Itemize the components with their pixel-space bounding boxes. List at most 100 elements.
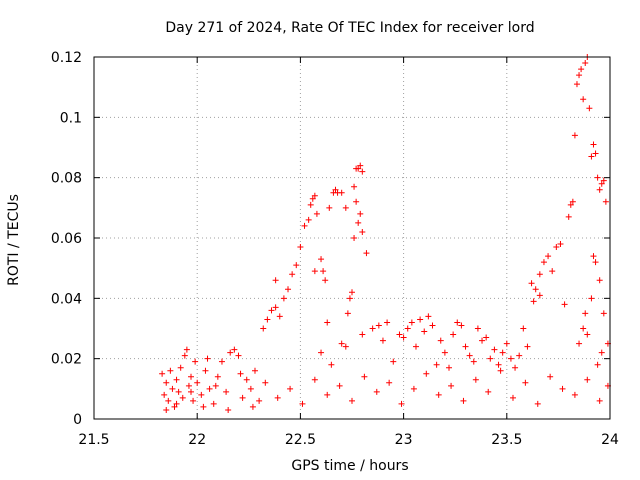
data-point (338, 189, 345, 196)
data-point (247, 385, 254, 392)
data-point (309, 195, 316, 202)
data-point (499, 349, 506, 356)
data-point (218, 358, 225, 365)
data-point (516, 352, 523, 359)
data-point (324, 391, 331, 398)
data-point (332, 186, 339, 193)
data-point (326, 204, 333, 211)
data-point (206, 385, 213, 392)
data-point (361, 373, 368, 380)
data-point (410, 385, 417, 392)
data-point (429, 322, 436, 329)
data-point (600, 310, 607, 317)
data-point (530, 298, 537, 305)
data-point (460, 397, 467, 404)
x-tick-label: 23.5 (491, 432, 522, 448)
data-point (586, 105, 593, 112)
data-point (592, 259, 599, 266)
data-point (503, 340, 510, 347)
axis-ticks (93, 56, 611, 420)
data-point (212, 382, 219, 389)
x-tick-label: 22 (188, 432, 206, 448)
data-point (204, 355, 211, 362)
data-point (524, 343, 531, 350)
data-points (159, 54, 611, 413)
data-point (355, 219, 362, 226)
data-point (285, 286, 292, 293)
data-point (359, 228, 366, 235)
data-point (369, 325, 376, 332)
data-point (433, 361, 440, 368)
data-point (588, 153, 595, 160)
data-point (353, 198, 360, 205)
data-point (474, 325, 481, 332)
data-point (580, 96, 587, 103)
data-point (571, 391, 578, 398)
data-point (320, 268, 327, 275)
data-point (584, 376, 591, 383)
data-point (188, 373, 195, 380)
data-point (559, 385, 566, 392)
data-point (287, 385, 294, 392)
data-point (274, 394, 281, 401)
data-point (237, 370, 244, 377)
data-point (520, 325, 527, 332)
data-point (390, 358, 397, 365)
data-point (578, 66, 585, 73)
data-point (495, 361, 502, 368)
data-point (509, 394, 516, 401)
data-point (598, 180, 605, 187)
data-point (243, 376, 250, 383)
data-point (417, 316, 424, 323)
data-point (280, 295, 287, 302)
data-point (351, 183, 358, 190)
data-point (181, 352, 188, 359)
data-point (231, 346, 238, 353)
data-point (561, 301, 568, 308)
data-point (487, 355, 494, 362)
data-point (466, 352, 473, 359)
data-point (483, 334, 490, 341)
data-point (357, 162, 364, 169)
data-point (169, 385, 176, 392)
data-point (311, 192, 318, 199)
data-point (600, 177, 607, 184)
data-point (423, 370, 430, 377)
data-point (536, 271, 543, 278)
x-tick-label: 23 (395, 432, 413, 448)
data-point (532, 286, 539, 293)
data-point (435, 391, 442, 398)
data-point (268, 307, 275, 314)
data-point (173, 400, 180, 407)
data-point (549, 268, 556, 275)
data-point (584, 331, 591, 338)
data-point (210, 400, 217, 407)
data-point (446, 364, 453, 371)
tick-labels: 21.5 22 22.5 23 23.5 24 0 0.02 0.04 0.06 0.08 0.1 0.… (51, 50, 619, 448)
data-point (404, 325, 411, 332)
data-point (590, 253, 597, 260)
y-tick-label: 0.1 (60, 110, 82, 126)
data-point (251, 367, 258, 374)
data-point (479, 337, 486, 344)
data-point (580, 325, 587, 332)
data-point (235, 352, 242, 359)
data-point (313, 210, 320, 217)
data-point (173, 376, 180, 383)
data-point (421, 328, 428, 335)
data-point (472, 376, 479, 383)
data-point (396, 331, 403, 338)
data-point (553, 244, 560, 251)
data-point (311, 268, 318, 275)
data-point (545, 253, 552, 260)
data-point (571, 132, 578, 139)
data-point (363, 250, 370, 257)
data-point (349, 289, 355, 296)
data-point (200, 403, 207, 410)
x-tick-label: 21.5 (78, 432, 109, 448)
data-point (161, 391, 168, 398)
data-point (305, 216, 312, 223)
data-point (569, 198, 576, 205)
data-point (507, 355, 514, 362)
